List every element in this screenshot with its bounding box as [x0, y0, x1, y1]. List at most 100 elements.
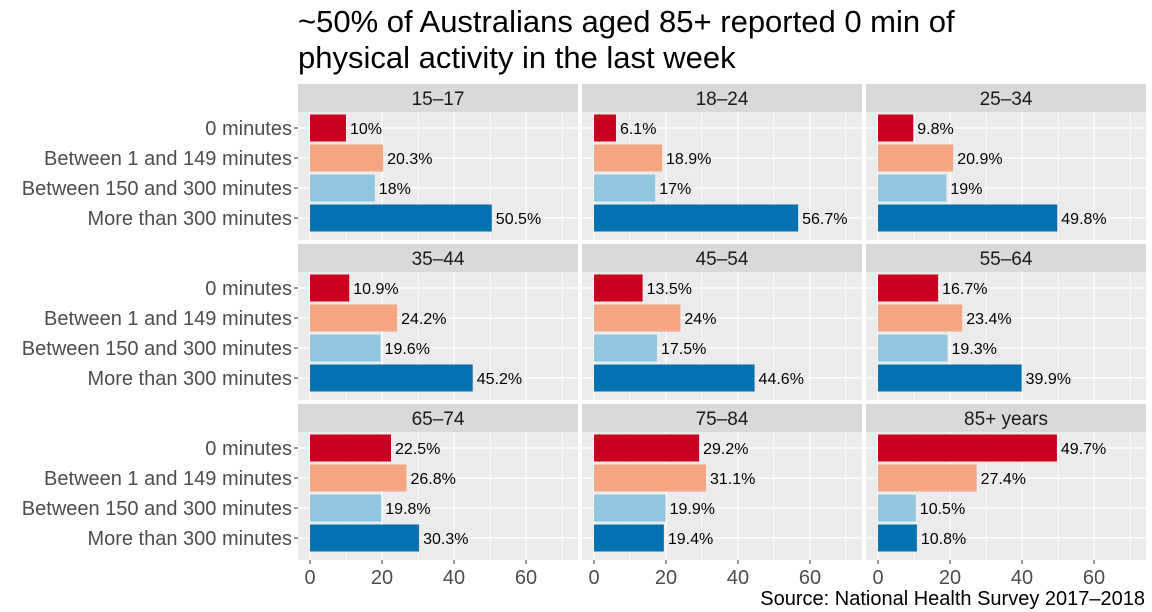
bar: [594, 494, 666, 522]
x-tick-label: 20: [655, 567, 677, 589]
chart-title-line-2: physical activity in the last week: [298, 40, 736, 75]
bar-value-label: 44.6%: [759, 371, 804, 388]
bar: [310, 494, 382, 522]
bar: [594, 204, 799, 232]
y-tick-label: 0 minutes: [205, 278, 292, 300]
facet-panel: 85+ years 49.7% 27.4% 10.5% 10.8% 0 20 40 60: [866, 404, 1146, 589]
bar-value-label: 49.7%: [1061, 441, 1106, 458]
bar: [878, 524, 917, 552]
bar: [594, 434, 700, 462]
x-tick-label: 40: [443, 567, 465, 589]
chart-caption: Source: National Health Survey 2017–2018: [760, 588, 1145, 610]
y-tick-label: 0 minutes: [205, 438, 292, 460]
bar: [878, 304, 963, 332]
bar: [310, 274, 350, 302]
bar-value-label: 13.5%: [647, 281, 692, 298]
bar-value-label: 20.9%: [957, 151, 1002, 168]
bar-value-label: 9.8%: [917, 121, 953, 138]
bar-value-label: 10.9%: [353, 281, 398, 298]
bar: [594, 364, 755, 392]
bar-value-label: 19.3%: [951, 341, 996, 358]
bar: [310, 204, 492, 232]
bar-value-label: 50.5%: [496, 211, 541, 228]
bar-value-label: 6.1%: [620, 121, 656, 138]
facet-strip-label: 15–17: [412, 89, 465, 110]
x-tick-label: 0: [872, 567, 883, 589]
y-tick-label: More than 300 minutes: [87, 368, 292, 390]
bar-value-label: 29.2%: [703, 441, 748, 458]
facet-strip: [582, 404, 862, 432]
facet-strip: [866, 84, 1146, 112]
bar-value-label: 20.3%: [387, 151, 432, 168]
bar-value-label: 10.8%: [921, 531, 966, 548]
bar-value-label: 56.7%: [802, 211, 847, 228]
bar: [594, 524, 664, 552]
x-tick-label: 0: [588, 567, 599, 589]
bar-value-label: 10.5%: [920, 501, 965, 518]
facet-strip: [298, 84, 578, 112]
y-tick-label: More than 300 minutes: [87, 208, 292, 230]
x-tick-label: 20: [939, 567, 961, 589]
bar: [310, 334, 381, 362]
bar: [310, 364, 473, 392]
facet-strip: [582, 84, 862, 112]
facet-panel: 15–17 10% 20.3% 18% 50.5% 0 minutes Between 1 …: [22, 84, 578, 240]
facet-strip: [866, 244, 1146, 272]
y-tick-label: Between 150 and 300 minutes: [22, 498, 292, 520]
chart-title-line-1: ~50% of Australians aged 85+ reported 0 …: [298, 4, 955, 39]
bar: [878, 174, 947, 202]
bar: [878, 364, 1022, 392]
facet-panels: 15–17 10% 20.3% 18% 50.5% 0 minutes Between 1 …: [22, 84, 1146, 589]
bar: [878, 464, 977, 492]
bar-value-label: 17.5%: [661, 341, 706, 358]
bar-value-label: 22.5%: [395, 441, 440, 458]
bar-value-label: 23.4%: [966, 311, 1011, 328]
bar-value-label: 19.8%: [385, 501, 430, 518]
bar-value-label: 39.9%: [1026, 371, 1071, 388]
bar: [310, 174, 375, 202]
y-tick-label: 0 minutes: [205, 118, 292, 140]
bar: [878, 144, 954, 172]
bar: [878, 114, 914, 142]
facet-strip-label: 25–34: [980, 89, 1033, 110]
bar-value-label: 17%: [659, 181, 691, 198]
bar-value-label: 18%: [379, 181, 411, 198]
bar-value-label: 49.8%: [1061, 211, 1106, 228]
bar: [878, 274, 939, 302]
facet-panel: 55–64 16.7% 23.4% 19.3% 39.9%: [866, 244, 1146, 400]
y-tick-label: Between 1 and 149 minutes: [44, 148, 292, 170]
facet-panel: 25–34 9.8%20.9% 19% 49.8%: [866, 84, 1146, 240]
bar-value-label: 19.6%: [385, 341, 430, 358]
bar-value-label: 19%: [950, 181, 982, 198]
y-tick-label: More than 300 minutes: [87, 528, 292, 550]
y-tick-label: Between 150 and 300 minutes: [22, 178, 292, 200]
bar-value-label: 45.2%: [477, 371, 522, 388]
x-tick-label: 20: [371, 567, 393, 589]
bar: [878, 204, 1058, 232]
bar-value-label: 19.9%: [670, 501, 715, 518]
bar: [594, 464, 706, 492]
bar: [594, 334, 657, 362]
facet-panel: 18–24 6.1% 18.9% 17% 56.7%: [582, 84, 862, 240]
facet-strip: [582, 244, 862, 272]
facet-strip-label: 18–24: [696, 89, 749, 110]
facet-strip-label: 65–74: [412, 409, 465, 430]
facet-strip: [298, 404, 578, 432]
bar-value-label: 24.2%: [401, 311, 446, 328]
facet-strip: [298, 244, 578, 272]
facet-panel: 75–84 29.2% 31.1% 19.9% 19.4% 0 20 40 60: [582, 404, 862, 589]
bar-value-label: 27.4%: [981, 471, 1026, 488]
bar: [310, 464, 407, 492]
bar: [878, 494, 916, 522]
bar-value-label: 16.7%: [942, 281, 987, 298]
facet-strip-label: 55–64: [980, 249, 1033, 270]
x-tick-label: 40: [1011, 567, 1033, 589]
x-tick-label: 40: [727, 567, 749, 589]
y-tick-label: Between 1 and 149 minutes: [44, 468, 292, 490]
bar-value-label: 31.1%: [710, 471, 755, 488]
x-tick-label: 60: [515, 567, 537, 589]
bar-value-label: 30.3%: [423, 531, 468, 548]
facet-strip: [866, 404, 1146, 432]
